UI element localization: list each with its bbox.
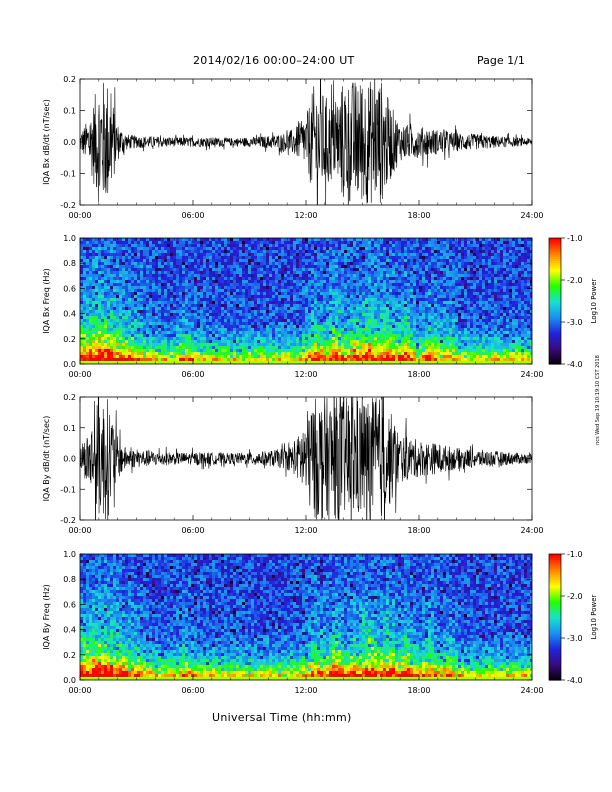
colorbar-tick-label: -1.0 [567,234,583,243]
colorbar-tick-label: -4.0 [567,360,583,369]
spectrogram-image [80,554,532,680]
y-tick-label: 0.0 [63,455,76,464]
y-tick-label: 0.4 [63,626,76,635]
y-tick-label: -0.1 [60,170,76,179]
y-tick-label: 0.2 [63,335,76,344]
x-tick-label: 18:00 [407,526,430,535]
colorbar-tick-label: -2.0 [567,592,583,601]
y-tick-label: 1.0 [63,550,76,559]
x-tick-label: 06:00 [181,526,204,535]
y-axis-label: IQA By dB/dt (nT/sec) [42,416,51,502]
y-tick-label: 0.0 [63,360,76,369]
colorbar-tick-label: -3.0 [567,634,583,643]
page-number: Page 1/1 [477,54,525,67]
page-title: 2014/02/16 00:00–24:00 UT [193,54,355,67]
x-tick-label: 18:00 [407,686,430,695]
spectrogram-image [80,238,532,364]
x-tick-label: 00:00 [68,370,91,379]
y-tick-label: 0.6 [63,284,76,293]
x-tick-label: 18:00 [407,211,430,220]
y-axis-label: IQA Bx Freq (Hz) [42,268,51,334]
colorbar-tick-label: -2.0 [567,276,583,285]
x-tick-label: 00:00 [68,526,91,535]
x-tick-label: 06:00 [181,211,204,220]
y-axis-label: IQA By Freq (Hz) [42,584,51,650]
panel-2: -1.0 -2.0 -3.0 -4.0 Log10 Power 00:00 06:00 12:… [42,234,598,379]
x-tick-label: 24:00 [520,686,543,695]
y-tick-label: 0.2 [63,651,76,660]
y-tick-label: 0.8 [63,575,76,584]
y-tick-label: 0.4 [63,310,76,319]
colorbar-tick-label: -3.0 [567,318,583,327]
colorbar-tick-label: -4.0 [567,676,583,685]
x-tick-label: 00:00 [68,211,91,220]
colorbar-tick-label: -1.0 [567,550,583,559]
waveform-line [80,79,532,205]
colorbar: -1.0 -2.0 -3.0 -4.0 Log10 Power [548,550,598,685]
y-tick-label: 0.2 [63,393,76,402]
x-tick-label: 06:00 [181,370,204,379]
x-tick-label: 18:00 [407,370,430,379]
y-tick-label: 0.0 [63,138,76,147]
y-tick-label: 0.0 [63,676,76,685]
y-tick-label: 1.0 [63,234,76,243]
panel-1: 00:00 06:00 12:00 18:00 24:00 -0.2 -0.1 0.0 0.1 0… [42,75,544,220]
colorbar-label: Log10 Power [590,278,598,323]
xaxis-title: Universal Time (hh:mm) [212,711,352,724]
x-tick-label: 24:00 [520,526,543,535]
y-tick-label: 0.8 [63,259,76,268]
x-tick-label: 12:00 [294,211,317,220]
x-tick-label: 24:00 [520,370,543,379]
y-tick-label: 0.1 [63,424,76,433]
x-tick-label: 24:00 [520,211,543,220]
x-tick-label: 12:00 [294,526,317,535]
colorbar-label: Log10 Power [590,594,598,639]
y-tick-label: 0.1 [63,107,76,116]
y-axis-label: IQA Bx dB/dt (nT/sec) [42,99,51,185]
panel-3: 00:00 06:00 12:00 18:00 24:00 -0.2 -0.1 0.0 0.1 0… [42,393,544,535]
y-tick-label: -0.1 [60,485,76,494]
colorbar: -1.0 -2.0 -3.0 -4.0 Log10 Power [548,234,598,369]
x-tick-label: 06:00 [181,686,204,695]
x-tick-label: 12:00 [294,370,317,379]
waveform-line [80,397,532,520]
x-tick-label: 00:00 [68,686,91,695]
x-tick-label: 12:00 [294,686,317,695]
y-tick-label: 0.6 [63,600,76,609]
y-tick-label: -0.2 [60,516,76,525]
panel-4: -1.0 -2.0 -3.0 -4.0 Log10 Power 00:00 06:00 12:… [42,550,598,695]
y-tick-label: -0.2 [60,201,76,210]
y-tick-label: 0.2 [63,75,76,84]
